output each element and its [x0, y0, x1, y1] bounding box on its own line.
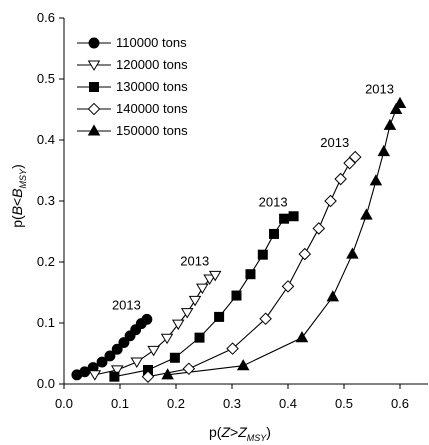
legend-item-label: 140000 tons: [116, 101, 188, 116]
series-point: [194, 332, 205, 343]
series-point: [389, 102, 403, 115]
y-tick-label: 0.0: [37, 376, 55, 391]
series-point: [326, 290, 340, 302]
legend-marker: [88, 37, 100, 49]
legend-marker: [89, 82, 99, 92]
legend-marker: [87, 60, 101, 71]
series-point: [245, 269, 256, 280]
x-tick-label: 0.6: [391, 396, 409, 411]
series-point: [141, 313, 153, 325]
legend-item-label: 130000 tons: [116, 79, 188, 94]
series-points: [71, 96, 407, 383]
series-point: [377, 144, 391, 157]
x-axis-label: p(Z>ZMSY): [209, 424, 271, 443]
x-tick-label: 0.3: [223, 396, 241, 411]
y-tick-label: 0.2: [37, 254, 55, 269]
series-point: [111, 343, 123, 355]
series-point: [171, 319, 185, 331]
legend-marker: [87, 102, 101, 116]
point-labels: 2013 2013 2013 2013 2013: [112, 81, 394, 312]
series-point: [360, 208, 373, 220]
legend-marker: [87, 124, 101, 136]
series-point: [118, 337, 130, 348]
y-tick-label: 0.6: [37, 10, 55, 25]
series-point: [203, 274, 216, 286]
series-line-4: [147, 156, 356, 378]
series-point: [226, 342, 239, 355]
point-label: 2013: [112, 297, 141, 312]
legend: 110000 tons 120000 tons 130000 tons 140000 …: [77, 35, 188, 138]
series-point: [298, 247, 312, 261]
axes: 0.0 0.1 0.2 0.3 0.4 0.5 0.6 0.0 0.1 0.2 0.3 0.4 0.5 0…: [37, 10, 428, 411]
series-point: [236, 359, 250, 371]
series-point: [141, 370, 155, 383]
series-point: [196, 283, 209, 295]
point-label: 2013: [259, 194, 288, 209]
series-point: [281, 280, 295, 293]
series-point: [383, 118, 397, 130]
series-point: [182, 362, 196, 376]
series-point: [288, 211, 299, 222]
series-point: [231, 290, 242, 301]
series-point: [393, 96, 407, 108]
point-label: 2013: [365, 81, 394, 96]
series-point: [104, 350, 116, 362]
y-tick-label: 0.4: [37, 132, 55, 147]
series-point: [369, 174, 383, 186]
series-point: [88, 370, 102, 381]
series-point: [324, 194, 337, 208]
series-point: [147, 345, 160, 357]
series-point: [295, 331, 309, 343]
legend-item-label: 110000 tons: [116, 35, 187, 50]
series-point: [109, 371, 120, 382]
x-tick-label: 0.1: [111, 396, 129, 411]
series-point: [312, 222, 326, 235]
series-point: [334, 172, 347, 186]
series-point: [96, 356, 108, 368]
series-point: [208, 270, 222, 282]
y-axis-label: p(B<BMSY): [9, 164, 28, 228]
series-point: [257, 249, 268, 260]
series-line-3: [114, 215, 294, 378]
legend-item-label: 150000 tons: [116, 123, 188, 138]
x-tick-label: 0.4: [279, 396, 297, 411]
x-tick-label: 0.5: [335, 396, 353, 411]
series-point: [169, 352, 180, 363]
series-point: [161, 368, 174, 380]
x-tick-label: 0.0: [55, 396, 73, 411]
series-point: [188, 295, 202, 307]
series-point: [160, 333, 174, 345]
point-label: 2013: [180, 253, 209, 268]
series-point: [180, 308, 194, 319]
series-point: [346, 247, 359, 259]
series-point: [259, 312, 272, 326]
y-tick-label: 0.1: [37, 315, 55, 330]
series-point: [348, 150, 362, 164]
series-point: [110, 365, 124, 376]
y-tick-label: 0.3: [37, 193, 55, 208]
y-tick-label: 0.5: [37, 71, 55, 86]
series-point: [279, 213, 290, 224]
series-point: [269, 228, 279, 239]
point-label: 2013: [320, 135, 349, 150]
legend-item-label: 120000 tons: [116, 57, 188, 72]
x-tick-label: 0.2: [167, 396, 185, 411]
series-point: [130, 357, 144, 368]
series-point: [214, 311, 225, 322]
